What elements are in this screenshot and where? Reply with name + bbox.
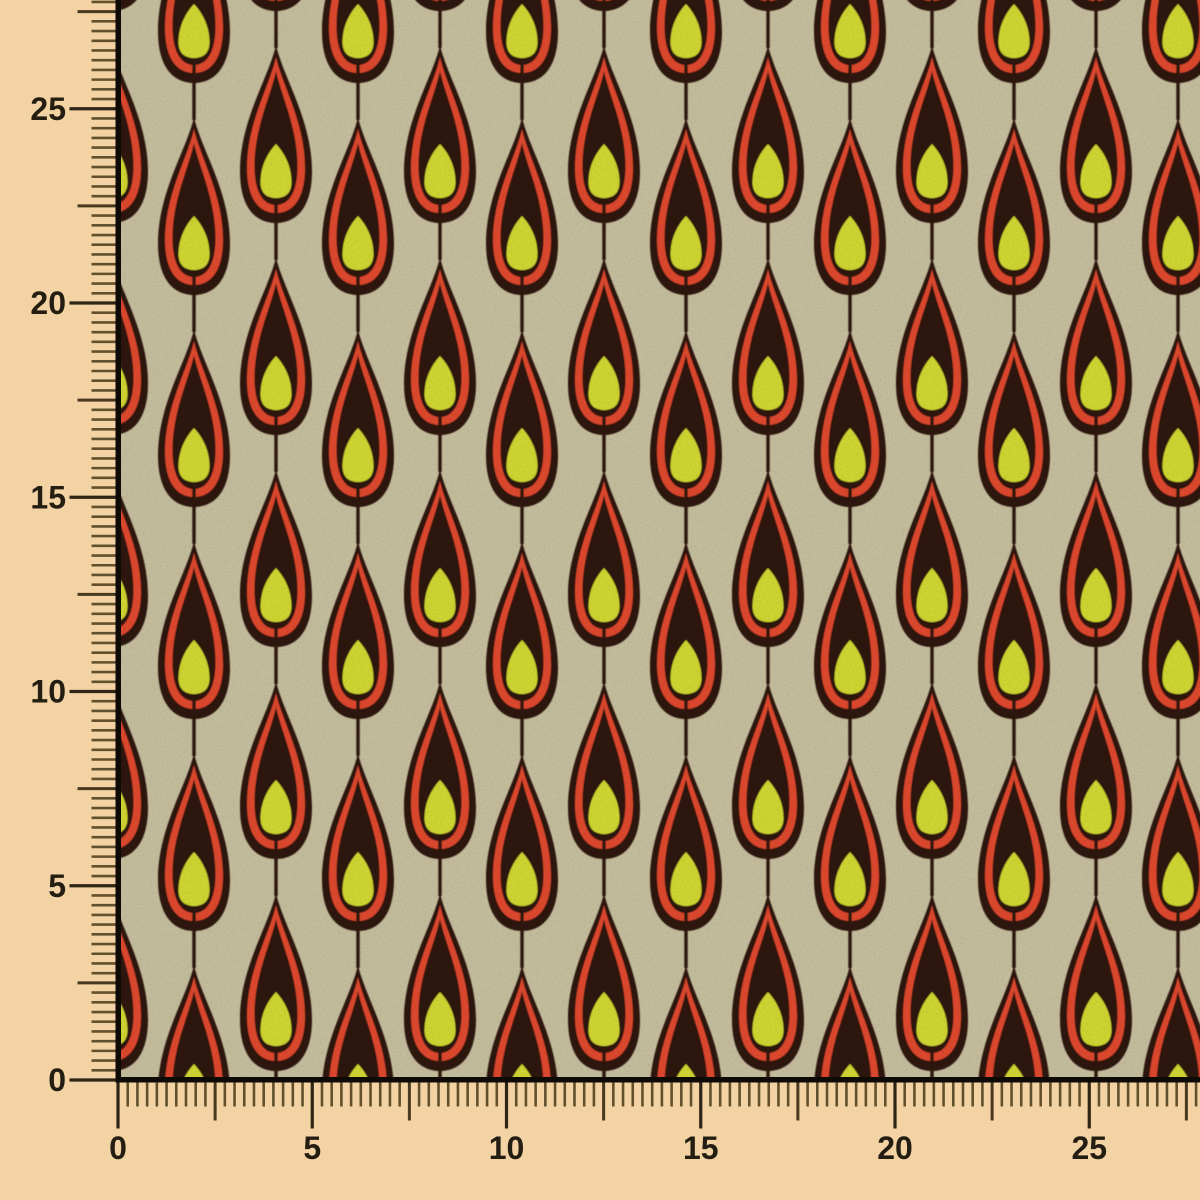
ruler-number: 15 bbox=[30, 479, 66, 515]
ruler-number: 25 bbox=[30, 91, 66, 127]
ruler-number: 20 bbox=[30, 285, 66, 321]
ruler-number: 5 bbox=[303, 1130, 321, 1166]
ruler-number: 25 bbox=[1071, 1130, 1107, 1166]
ruler-number: 0 bbox=[109, 1130, 127, 1166]
fabric-texture-grain bbox=[121, 0, 1200, 1077]
fabric-bottom-edge-line bbox=[115, 1077, 1200, 1083]
ruler-number: 15 bbox=[683, 1130, 719, 1166]
left-ruler-labels: 0 5 10 15 20 25 bbox=[30, 91, 66, 1098]
ruler-number: 0 bbox=[48, 1062, 66, 1098]
ruler-number: 10 bbox=[30, 674, 66, 710]
bottom-ruler-labels: 0 5 10 15 20 25 bbox=[109, 1130, 1107, 1166]
fabric-left-edge-line bbox=[115, 0, 121, 1083]
ruler-number: 5 bbox=[48, 868, 66, 904]
ruler-number: 10 bbox=[489, 1130, 525, 1166]
ruler-number: 20 bbox=[877, 1130, 913, 1166]
bottom-ruler-ticks bbox=[116, 1082, 1198, 1129]
left-ruler-ticks bbox=[69, 0, 116, 1082]
